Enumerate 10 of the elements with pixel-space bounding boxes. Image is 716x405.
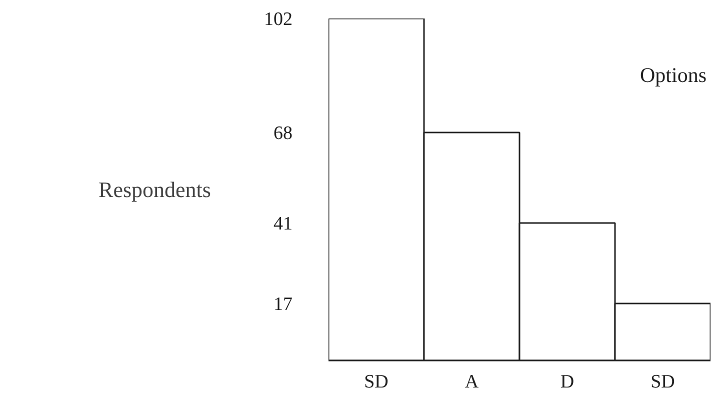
x-tick-label: D — [560, 372, 574, 392]
x-axis-title: Options — [640, 62, 707, 87]
y-tick-label: 68 — [274, 123, 292, 144]
y-tick-label: 41 — [274, 214, 292, 235]
y-tick-label: 102 — [264, 9, 292, 30]
x-tick-label: A — [464, 372, 479, 392]
y-tick-label: 17 — [274, 294, 292, 315]
y-axis-title: Respondents — [98, 177, 212, 202]
x-tick-label: SD — [364, 372, 388, 392]
x-tick-label: SD — [650, 372, 675, 392]
